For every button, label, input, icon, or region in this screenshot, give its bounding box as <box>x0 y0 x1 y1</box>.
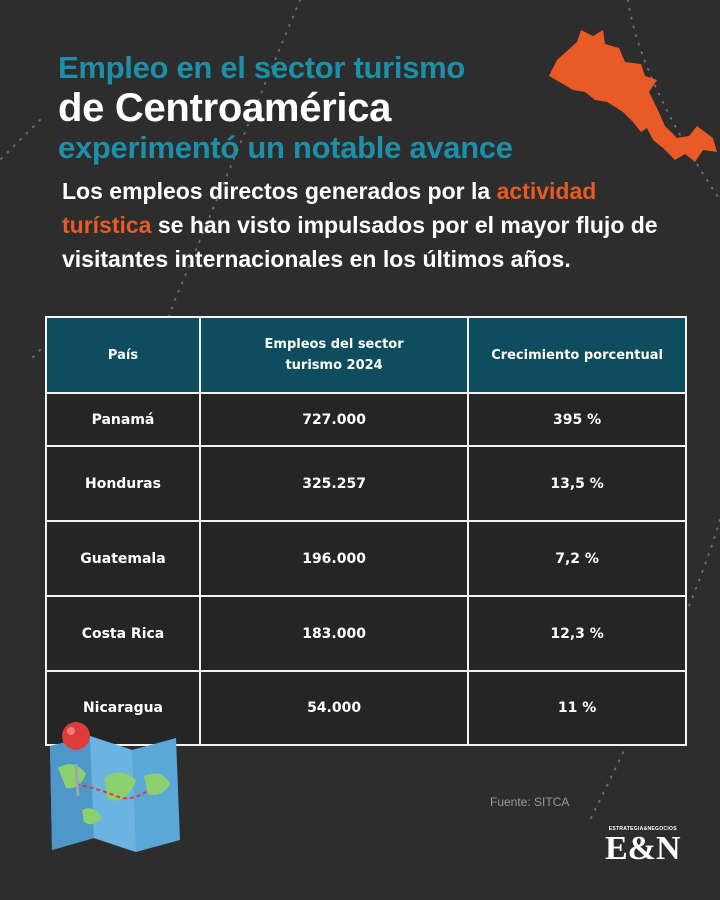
brand-logo: ESTRATEGIA&NEGOCIOS E&N <box>605 826 681 866</box>
cell-growth: 395 % <box>467 392 687 447</box>
column-header-growth: Crecimiento porcentual <box>467 316 687 394</box>
cell-growth: 7,2 % <box>467 520 687 597</box>
intro-part-1: Los empleos directos generados por la <box>62 178 497 204</box>
cell-growth: 12,3 % <box>467 595 687 672</box>
cell-employment: 325.257 <box>198 445 470 522</box>
title-line-3: experimentó un notable avance <box>58 130 513 165</box>
intro-highlight: actividad turística <box>62 178 597 238</box>
table-header-row: País Empleos del sector turismo 2024 Cre… <box>45 316 687 394</box>
table-row: Panamá 727.000 395 % <box>45 392 687 447</box>
title-line-2: de Centroamérica <box>58 86 392 130</box>
cell-country: Guatemala <box>45 520 201 597</box>
folded-map-pin-icon <box>50 722 180 852</box>
table-row: Costa Rica 183.000 12,3 % <box>45 595 687 672</box>
intro-text: Los empleos directos generados por la ac… <box>62 174 672 276</box>
employment-table: País Empleos del sector turismo 2024 Cre… <box>45 316 687 746</box>
cell-country: Costa Rica <box>45 595 201 672</box>
title-line-1: Empleo en el sector turismo <box>58 50 466 85</box>
brand-wordmark: E&N <box>605 830 681 867</box>
cell-employment: 727.000 <box>198 392 470 447</box>
intro-part-2: se han visto impulsados por el mayor flu… <box>62 212 658 272</box>
brand-small-text: ESTRATEGIA&NEGOCIOS <box>608 826 677 832</box>
column-header-country: País <box>45 316 201 394</box>
cell-country: Panamá <box>45 392 201 447</box>
cell-country: Honduras <box>45 445 201 522</box>
cell-employment: 196.000 <box>198 520 470 597</box>
cell-employment: 54.000 <box>198 670 470 746</box>
table-row: Guatemala 196.000 7,2 % <box>45 520 687 597</box>
cell-growth: 11 % <box>467 670 687 746</box>
cell-employment: 183.000 <box>198 595 470 672</box>
cell-growth: 13,5 % <box>467 445 687 522</box>
central-america-map-icon <box>549 30 717 162</box>
title-block: Empleo en el sector turismo de Centroamé… <box>58 50 513 166</box>
column-header-employment: Empleos del sector turismo 2024 <box>198 316 470 394</box>
source-note: Fuente: SITCA <box>490 795 570 809</box>
table-row: Honduras 325.257 13,5 % <box>45 445 687 522</box>
